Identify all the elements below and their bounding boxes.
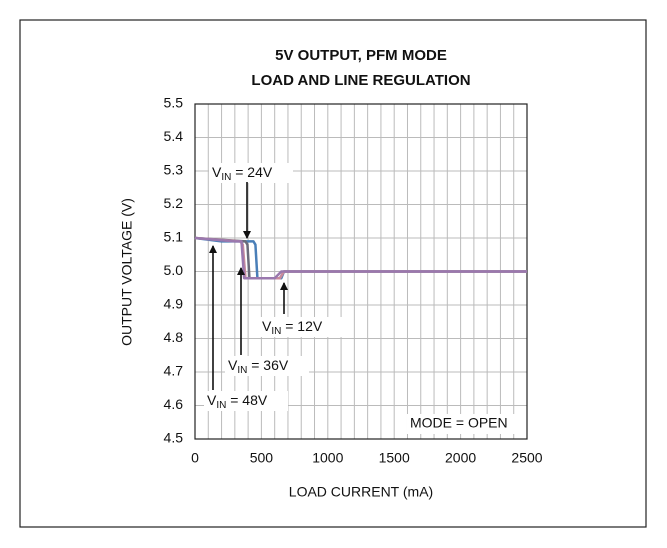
annotation: VIN = 36V [228,357,289,376]
x-tick-label: 1500 [379,450,410,466]
y-tick-label: 5.5 [164,95,184,111]
chart-title: LOAD AND LINE REGULATION [251,72,470,89]
series-line [194,236,527,280]
x-axis-label: LOAD CURRENT (mA) [289,484,433,500]
annotation-part: V [207,392,217,408]
annotation: VIN = 48V [207,392,268,411]
x-tick-label: 2500 [511,450,542,466]
annotation-part: V [212,164,222,180]
y-axis-label: OUTPUT VOLTAGE (V) [119,198,135,346]
annotation-bg [407,414,515,434]
y-tick-label: 5.3 [164,162,184,178]
annotation-part: V [228,357,238,373]
y-tick-label: 5.0 [164,262,184,278]
annotation-bg [225,356,309,376]
y-tick-label: 4.6 [164,396,184,412]
annotation: VIN = 24V [212,164,273,183]
chart-title: 5V OUTPUT, PFM MODE [275,47,447,64]
y-tick-label: 4.9 [164,296,184,312]
annotation-sub: IN [221,172,231,183]
y-tick-label: 5.1 [164,229,184,245]
annotation-part: = 36V [247,357,289,373]
y-tick-label: 4.5 [164,430,184,446]
annotation-part: = 48V [226,392,268,408]
y-tick-label: 5.4 [164,128,184,144]
annotation: VIN = 12V [262,318,323,337]
annotation-part: = 12V [281,318,323,334]
annotation-part: = 24V [231,164,273,180]
y-tick-label: 4.8 [164,329,184,345]
y-tick-label: 4.7 [164,363,184,379]
annotation-part: V [262,318,272,334]
annotation-sub: IN [216,400,226,411]
x-tick-label: 500 [250,450,274,466]
x-tick-label: 1000 [312,450,343,466]
annotation-bg [209,163,293,183]
annotation-bg [204,391,288,411]
annotation-sub: IN [237,365,247,376]
x-tick-label: 0 [191,450,199,466]
y-tick-label: 5.2 [164,195,184,211]
annotation: MODE = OPEN [410,415,508,431]
annotation-sub: IN [271,326,281,337]
annotation-bg [259,317,343,337]
x-tick-label: 2000 [445,450,476,466]
